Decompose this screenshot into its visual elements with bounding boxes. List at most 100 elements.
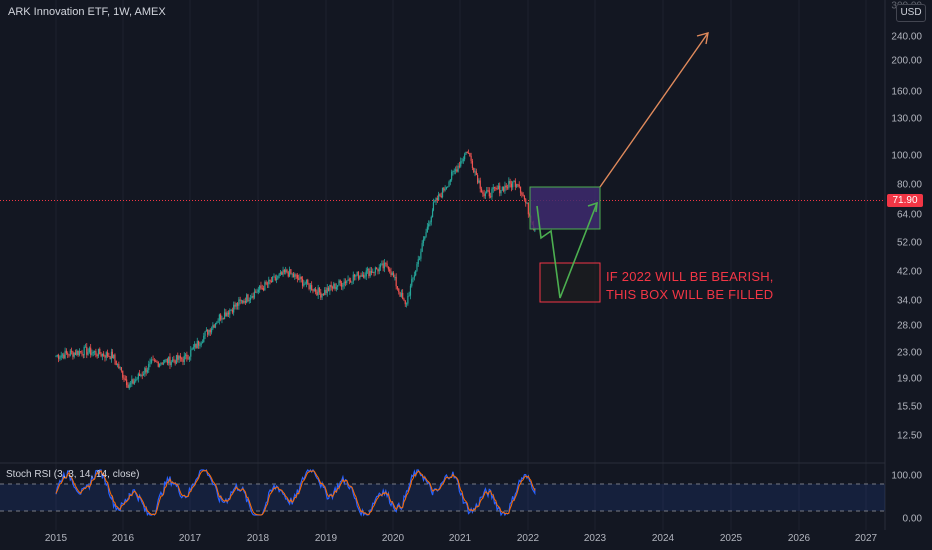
stoch-d-line xyxy=(55,469,536,516)
candle-body xyxy=(364,276,366,278)
price-tick: 12.50 xyxy=(896,430,922,442)
candle-body xyxy=(257,289,259,292)
candle-body xyxy=(379,264,382,268)
candle-body xyxy=(471,160,474,169)
candle-body xyxy=(187,358,189,360)
candle-body xyxy=(71,350,73,352)
candle-body xyxy=(142,374,145,376)
candle-body xyxy=(157,362,159,367)
candle-body xyxy=(445,187,448,190)
candle-body xyxy=(312,290,314,292)
candle-body xyxy=(501,186,503,191)
candle-body xyxy=(499,185,501,194)
candle-body xyxy=(383,262,386,269)
candle-body xyxy=(385,262,387,264)
candle-body xyxy=(351,281,353,283)
projection-box-purple xyxy=(529,186,601,230)
candle-body xyxy=(474,171,476,173)
candle-body xyxy=(482,192,484,194)
candle-body xyxy=(178,355,180,360)
chart-annotation[interactable]: IF 2022 WILL BE BEARISH, THIS BOX WILL B… xyxy=(606,268,774,304)
candle-body xyxy=(106,352,109,357)
candle-body xyxy=(87,352,89,355)
candle-body xyxy=(504,185,506,192)
candle-body xyxy=(161,363,163,365)
candle-body xyxy=(105,352,107,358)
candle-body xyxy=(152,359,154,361)
price-tick: 130.00 xyxy=(891,113,922,125)
candle-body xyxy=(65,350,67,354)
candle-body xyxy=(389,269,391,272)
candle-body xyxy=(266,283,269,285)
candle-body xyxy=(428,224,430,227)
candle-body xyxy=(460,161,462,167)
candle-body xyxy=(136,378,138,380)
candle-body xyxy=(191,348,193,351)
candle-body xyxy=(64,350,66,359)
candle-body xyxy=(525,199,527,203)
candle-body xyxy=(424,236,426,240)
price-tick: 64.00 xyxy=(896,209,922,221)
candle-body xyxy=(109,356,111,360)
candle-body xyxy=(429,222,431,225)
candle-body xyxy=(256,291,258,293)
candle-body xyxy=(195,343,197,349)
candle-body xyxy=(128,384,130,387)
candle-body xyxy=(264,282,266,291)
candle-body xyxy=(513,181,515,182)
candle-body xyxy=(420,251,422,259)
time-tick: 2026 xyxy=(787,533,811,544)
candle-body xyxy=(239,299,241,301)
candle-body xyxy=(339,280,341,283)
candle-body xyxy=(296,275,298,279)
candle-body xyxy=(58,354,60,359)
candle-body xyxy=(318,287,321,293)
candle-body xyxy=(223,312,226,320)
chart-title: ARK Innovation ETF, 1W, AMEX xyxy=(8,6,166,18)
candle-body xyxy=(164,359,166,363)
candle-body xyxy=(399,292,401,297)
price-scale[interactable]: 300.00 240.00 200.00 160.00 130.00 100.0… xyxy=(885,0,932,530)
currency-button[interactable]: USD xyxy=(896,4,926,22)
candle-body xyxy=(259,285,261,290)
candle-body xyxy=(201,342,204,344)
candle-body xyxy=(373,271,375,273)
candle-body xyxy=(311,285,313,291)
candle-body xyxy=(521,192,523,195)
candle-body xyxy=(294,274,296,277)
candle-body xyxy=(510,183,513,188)
candle-body xyxy=(462,159,464,161)
candle-body xyxy=(74,352,77,355)
candle-body xyxy=(412,277,414,279)
candle-body xyxy=(288,269,291,277)
candle-body xyxy=(59,357,61,359)
candle-body xyxy=(391,272,393,276)
candle-body xyxy=(407,296,409,304)
candle-body xyxy=(449,179,451,182)
candle-body xyxy=(361,274,363,277)
candle-body xyxy=(512,181,514,188)
candle-body xyxy=(337,285,339,287)
candle-body xyxy=(291,273,293,275)
projection-box-red xyxy=(539,262,601,303)
candle-body xyxy=(275,278,278,281)
candle-body xyxy=(365,270,367,277)
candle-body xyxy=(197,341,200,346)
indicator-label[interactable]: Stoch RSI (3, 3, 14, 14, close) xyxy=(6,469,140,480)
candle-body xyxy=(91,353,93,355)
candle-body xyxy=(186,354,188,359)
candle-body xyxy=(253,291,256,298)
candle-body xyxy=(344,281,347,284)
candle-body xyxy=(464,154,466,160)
candle-body xyxy=(208,329,210,335)
candle-body xyxy=(274,276,276,281)
candle-body xyxy=(370,270,373,273)
candle-body xyxy=(247,294,249,301)
candle-body xyxy=(386,263,388,267)
candle-body xyxy=(436,197,438,201)
candle-body xyxy=(110,351,113,360)
candle-body xyxy=(348,279,350,281)
candle-body xyxy=(292,273,295,277)
candle-body xyxy=(149,361,151,365)
